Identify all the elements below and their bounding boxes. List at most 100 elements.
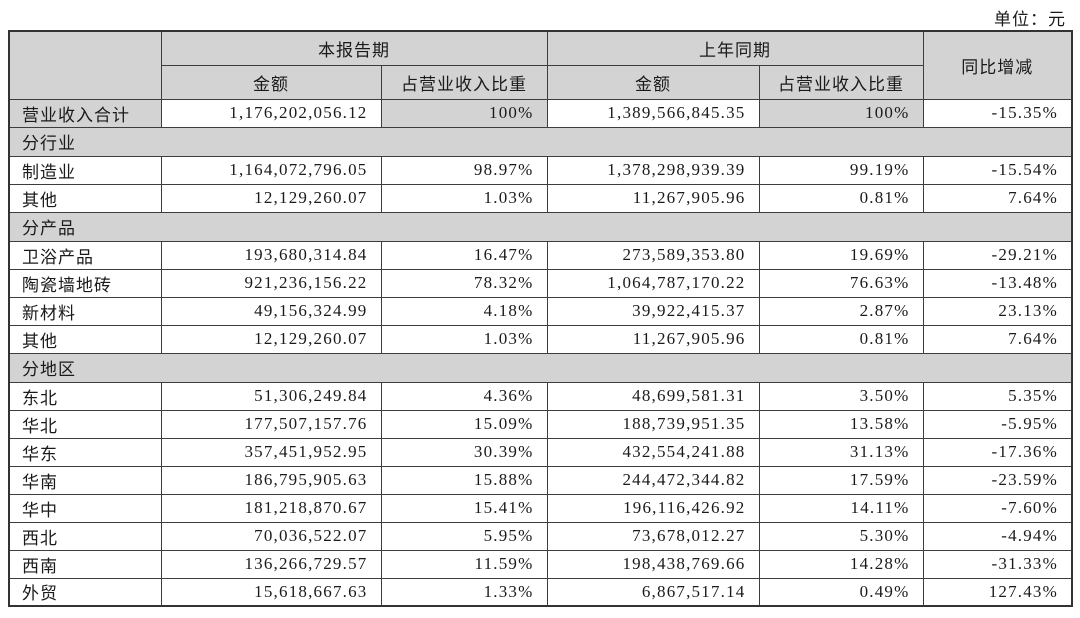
prior-amount: 6,867,517.14 (546, 577, 760, 607)
prior-pct: 17.59% (758, 465, 924, 495)
table-row: 其他 12,129,260.07 1.03% 11,267,905.96 0.81% 7.… (8, 183, 1073, 213)
table-row: 陶瓷墙地砖 921,236,156.22 78.32% 1,064,787,170.2… (8, 268, 1073, 298)
row-label: 制造业 (8, 155, 162, 185)
prior-pct: 76.63% (758, 268, 924, 298)
section-title: 分地区 (8, 352, 1073, 383)
row-label: 西南 (8, 549, 162, 579)
yoy-value: 7.64% (922, 324, 1073, 354)
col-header-prior-period: 上年同期 (546, 30, 924, 66)
section-header-row: 分行业 (8, 126, 1073, 157)
current-pct: 15.41% (380, 493, 548, 523)
current-amount: 12,129,260.07 (160, 324, 382, 354)
row-label: 陶瓷墙地砖 (8, 268, 162, 298)
row-label: 华南 (8, 465, 162, 495)
prior-pct: 99.19% (758, 155, 924, 185)
section-header-row: 分产品 (8, 211, 1073, 242)
table-row: 外贸 15,618,667.63 1.33% 6,867,517.14 0.49% 127… (8, 577, 1073, 607)
current-pct: 30.39% (380, 437, 548, 467)
row-label: 营业收入合计 (8, 98, 162, 128)
prior-amount: 273,589,353.80 (546, 240, 760, 270)
table-row: 华南 186,795,905.63 15.88% 244,472,344.82 17.5… (8, 465, 1073, 495)
table-row-total: 营业收入合计 1,176,202,056.12 100% 1,389,566,8… (8, 98, 1073, 128)
prior-amount: 11,267,905.96 (546, 324, 760, 354)
yoy-value: -17.36% (922, 437, 1073, 467)
prior-amount: 73,678,012.27 (546, 521, 760, 551)
row-label: 其他 (8, 324, 162, 354)
prior-amount: 1,064,787,170.22 (546, 268, 760, 298)
current-pct: 1.33% (380, 577, 548, 607)
current-pct: 4.18% (380, 296, 548, 326)
current-pct: 4.36% (380, 381, 548, 411)
prior-amount: 1,378,298,939.39 (546, 155, 760, 185)
row-label: 华东 (8, 437, 162, 467)
prior-amount: 432,554,241.88 (546, 437, 760, 467)
yoy-value: 23.13% (922, 296, 1073, 326)
yoy-value: -15.54% (922, 155, 1073, 185)
col-header-current-period: 本报告期 (160, 30, 548, 66)
section-title: 分产品 (8, 211, 1073, 242)
current-amount: 1,176,202,056.12 (160, 98, 382, 128)
section-header-row: 分地区 (8, 352, 1073, 383)
current-pct: 15.88% (380, 465, 548, 495)
row-label: 西北 (8, 521, 162, 551)
table-row: 东北 51,306,249.84 4.36% 48,699,581.31 3.50% 5.… (8, 381, 1073, 411)
prior-amount: 196,116,426.92 (546, 493, 760, 523)
current-amount: 357,451,952.95 (160, 437, 382, 467)
section-title: 分行业 (8, 126, 1073, 157)
table-row: 制造业 1,164,072,796.05 98.97% 1,378,298,939.3… (8, 155, 1073, 185)
prior-pct: 14.11% (758, 493, 924, 523)
row-label: 其他 (8, 183, 162, 213)
row-label: 东北 (8, 381, 162, 411)
current-amount: 921,236,156.22 (160, 268, 382, 298)
table-row: 西南 136,266,729.57 11.59% 198,438,769.66 14.2… (8, 549, 1073, 579)
current-amount: 51,306,249.84 (160, 381, 382, 411)
current-pct: 15.09% (380, 409, 548, 439)
current-pct: 98.97% (380, 155, 548, 185)
prior-amount: 11,267,905.96 (546, 183, 760, 213)
table-header: 本报告期 上年同期 同比增减 金额 占营业收入比重 金额 占营业收入比重 (8, 30, 1073, 100)
current-pct: 78.32% (380, 268, 548, 298)
prior-pct: 0.81% (758, 324, 924, 354)
table-row: 华中 181,218,870.67 15.41% 196,116,426.92 14.1… (8, 493, 1073, 523)
current-amount: 136,266,729.57 (160, 549, 382, 579)
row-label: 外贸 (8, 577, 162, 607)
prior-pct: 19.69% (758, 240, 924, 270)
yoy-value: 5.35% (922, 381, 1073, 411)
current-amount: 70,036,522.07 (160, 521, 382, 551)
prior-pct: 2.87% (758, 296, 924, 326)
current-amount: 15,618,667.63 (160, 577, 382, 607)
table-row: 华东 357,451,952.95 30.39% 432,554,241.88 31.1… (8, 437, 1073, 467)
prior-pct: 3.50% (758, 381, 924, 411)
prior-pct: 100% (758, 98, 924, 128)
row-label: 卫浴产品 (8, 240, 162, 270)
prior-amount: 188,739,951.35 (546, 409, 760, 439)
header-row-periods: 本报告期 上年同期 同比增减 (8, 30, 1073, 100)
current-amount: 49,156,324.99 (160, 296, 382, 326)
prior-amount: 1,389,566,845.35 (546, 98, 760, 128)
col-header-prior-amount: 金额 (546, 64, 760, 100)
current-pct: 5.95% (380, 521, 548, 551)
col-header-current-amount: 金额 (160, 64, 382, 100)
yoy-value: -15.35% (922, 98, 1073, 128)
current-pct: 1.03% (380, 183, 548, 213)
col-header-yoy: 同比增减 (922, 30, 1073, 100)
unit-label: 单位：元 (994, 10, 1066, 29)
yoy-value: 7.64% (922, 183, 1073, 213)
current-pct: 100% (380, 98, 548, 128)
col-header-current-pct: 占营业收入比重 (380, 64, 548, 100)
table-row: 西北 70,036,522.07 5.95% 73,678,012.27 5.30% -4… (8, 521, 1073, 551)
revenue-breakdown-table: 本报告期 上年同期 同比增减 金额 占营业收入比重 金额 占营业收入比重 营业收… (8, 30, 1073, 607)
table-row: 新材料 49,156,324.99 4.18% 39,922,415.37 2.87% 2… (8, 296, 1073, 326)
prior-amount: 198,438,769.66 (546, 549, 760, 579)
current-pct: 16.47% (380, 240, 548, 270)
table-row: 卫浴产品 193,680,314.84 16.47% 273,589,353.80 19… (8, 240, 1073, 270)
row-label: 新材料 (8, 296, 162, 326)
current-amount: 193,680,314.84 (160, 240, 382, 270)
current-amount: 12,129,260.07 (160, 183, 382, 213)
current-pct: 11.59% (380, 549, 548, 579)
table-row: 其他 12,129,260.07 1.03% 11,267,905.96 0.81% 7.… (8, 324, 1073, 354)
yoy-value: 127.43% (922, 577, 1073, 607)
current-amount: 186,795,905.63 (160, 465, 382, 495)
row-label: 华中 (8, 493, 162, 523)
row-label: 华北 (8, 409, 162, 439)
